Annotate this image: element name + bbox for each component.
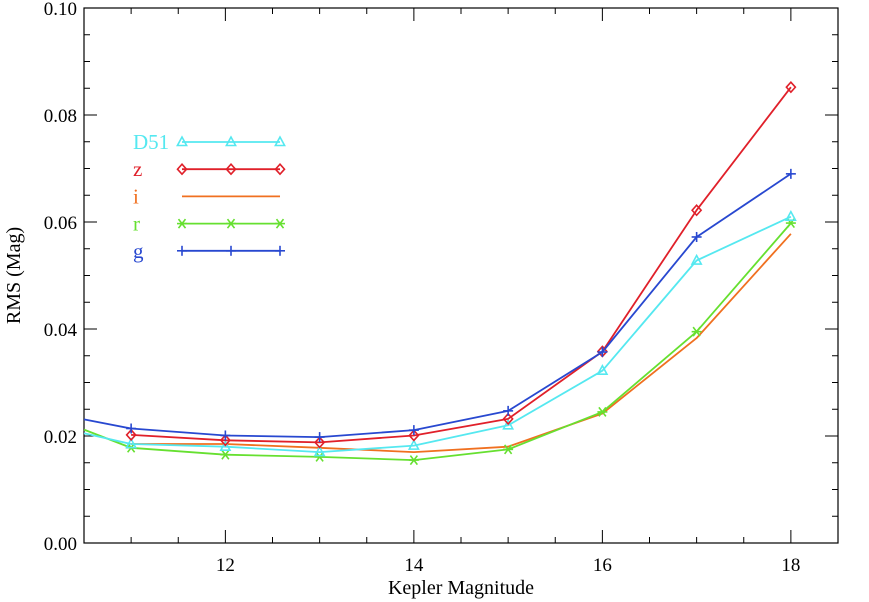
data-point-D51 [596,364,609,376]
legend-marker-r [177,218,187,229]
data-point-g [503,405,514,416]
data-point-r [691,326,702,337]
data-point-D51 [219,440,232,452]
data-point-g [597,347,608,358]
data-point-g [691,231,702,242]
series-g [83,168,796,443]
series-line-i [131,233,792,454]
plot-frame [83,7,839,544]
series-layer [83,80,797,466]
axis-ticks: 12 14 16 18 0.00 0.02 0.04 0.06 0.08 0.10 [44,0,839,576]
legend-item-r: r [133,212,285,236]
series-i [131,233,792,454]
y-tick-label: 0.02 [44,427,77,448]
data-point-z [219,434,231,447]
data-point-r [314,451,325,462]
legend-marker-g [177,245,187,256]
legend-label-i: i [133,184,139,208]
data-point-D51 [125,437,138,449]
legend-item-z: z [133,157,286,181]
y-tick-label: 0.04 [44,320,78,341]
series-line-g [83,173,792,439]
data-point-D51 [407,438,420,450]
y-axis-label: RMS (Mag) [3,227,25,324]
data-point-g [314,432,325,443]
y-tick-label: 0.00 [44,534,77,555]
data-point-r [220,449,231,460]
data-point-D51 [313,445,326,457]
plot-area: 12 14 16 18 0.00 0.02 0.04 0.06 0.08 0.10 [44,0,839,576]
data-point-z [314,436,326,449]
x-tick-label: 12 [216,555,235,576]
data-point-z [785,80,797,94]
legend-label-D51: D51 [133,130,169,154]
legend-item-g: g [133,239,285,263]
data-point-r [597,406,608,417]
legend-marker-r [226,218,236,229]
data-point-z [125,428,137,442]
y-tick-label: 0.06 [44,213,77,234]
x-axis-label: Kepler Magnitude [388,577,534,599]
x-tick-label: 18 [781,555,800,576]
x-tick-label: 14 [404,555,424,576]
legend-label-r: r [133,212,140,236]
series-line-D51 [83,215,792,454]
legend-marker-D51 [225,135,237,147]
x-tick-label: 16 [593,555,612,576]
data-point-D51 [784,209,797,221]
data-point-z [408,429,420,442]
legend-marker-z [176,163,188,176]
data-point-r [503,444,514,455]
data-point-g [220,430,231,441]
legend-marker-g [275,245,285,256]
data-point-g [408,425,419,436]
series-D51 [83,209,797,457]
data-point-D51 [502,418,515,430]
data-point-z [691,204,703,217]
y-tick-label: 0.08 [44,106,77,127]
data-point-D51 [690,253,703,265]
data-point-z [502,412,514,426]
legend-item-i: i [133,184,280,208]
legend-marker-g [226,245,236,256]
legend-marker-D51 [176,135,188,147]
legend-marker-z [274,163,286,176]
data-point-g [126,423,137,434]
series-line-z [131,86,792,444]
y-tick-label: 0.10 [44,0,77,20]
legend-item-D51: D51 [133,130,286,154]
series-z [125,80,797,449]
legend-label-z: z [133,157,142,181]
legend-marker-z [225,163,237,176]
legend-label-g: g [133,239,144,263]
data-point-r [408,455,419,466]
legend-marker-D51 [274,135,286,147]
data-point-g [785,168,796,179]
legend-marker-r [275,218,285,229]
series-r [83,218,796,466]
